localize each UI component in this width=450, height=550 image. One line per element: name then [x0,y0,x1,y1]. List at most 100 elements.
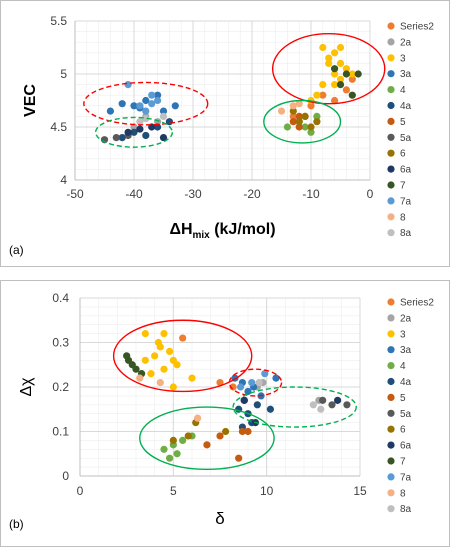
legend-marker [387,70,394,77]
legend-label: 8a [400,504,412,515]
data-point [256,379,263,386]
data-point [328,401,335,408]
data-point [254,401,261,408]
data-point [331,65,338,72]
data-point [267,406,274,413]
data-point [151,352,158,359]
data-point [355,70,362,77]
data-point [241,397,248,404]
data-point [142,330,149,337]
legend-label: 6 [400,149,406,160]
legend-marker [387,150,394,157]
data-point [157,343,164,350]
data-point [337,44,344,51]
legend-label: Series2 [400,22,434,33]
x-axis-title: δ [215,509,224,528]
x-tick-label: 0 [367,187,374,201]
data-point [272,375,279,382]
data-point [142,132,149,139]
x-tick-label: -40 [125,187,143,201]
legend-marker [387,86,394,93]
x-tick-label: 0 [77,484,84,498]
legend-label: 3 [400,53,406,64]
data-point [179,437,186,444]
data-point [278,108,285,115]
legend-marker [387,330,394,337]
data-point [235,455,242,462]
data-point [337,60,344,67]
legend-marker [387,442,394,449]
legend-marker [387,298,394,305]
data-point [136,102,143,109]
legend-marker [387,229,394,236]
data-point [136,375,143,382]
legend-label: 6a [400,441,412,452]
legend-label: 7 [400,457,406,468]
data-point [132,366,139,373]
data-point [313,118,320,125]
legend-label: 4 [400,361,406,372]
legend-marker [387,54,394,61]
data-point [173,361,180,368]
legend-marker [387,102,394,109]
data-point [142,108,149,115]
legend-marker [387,22,394,29]
data-point [317,406,324,413]
legend-marker [387,473,394,480]
data-point [203,441,210,448]
y-tick-label: 4 [60,173,67,187]
y-tick-label: 5.5 [50,14,67,28]
data-point [237,383,244,390]
data-point [160,366,167,373]
data-point [325,60,332,67]
data-point [160,113,167,120]
data-point [284,123,291,130]
data-point [349,92,356,99]
y-tick-label: 0.1 [52,425,69,439]
legend-marker [387,314,394,321]
y-tick-label: 0.2 [52,380,69,394]
legend-marker [387,181,394,188]
data-point [313,92,320,99]
data-point [125,81,132,88]
data-point [185,432,192,439]
data-point [142,357,149,364]
x-tick-label: 10 [260,484,274,498]
legend-label: 3 [400,329,406,340]
data-point [244,388,251,395]
data-point [296,118,303,125]
y-tick-label: 0 [62,469,69,483]
data-point [113,134,120,141]
data-point [160,330,167,337]
legend-marker [387,346,394,353]
legend-marker [387,426,394,433]
legend-label: 3a [400,345,412,356]
y-tick-label: 0.4 [52,291,69,305]
data-point [334,397,341,404]
legend-marker [387,38,394,45]
data-point [302,113,309,120]
data-point [148,100,155,107]
legend-label: 6 [400,425,406,436]
data-point [319,81,326,88]
legend-label: 2a [400,313,412,324]
legend-label: 8 [400,488,406,499]
data-point [216,432,223,439]
legend-marker [387,378,394,385]
legend-label: 8a [400,228,412,239]
data-point [179,334,186,341]
legend-label: 4a [400,377,412,388]
legend-marker [387,394,394,401]
legend-label: 7a [400,472,412,483]
data-point [107,108,114,115]
data-point [160,446,167,453]
data-point [244,428,251,435]
legend-label: 7a [400,196,412,207]
legend-label: 4a [400,101,412,112]
data-point [319,44,326,51]
data-point [172,102,179,109]
legend-marker [387,197,394,204]
legend-label: 8 [400,212,406,223]
x-tick-label: -30 [184,187,202,201]
